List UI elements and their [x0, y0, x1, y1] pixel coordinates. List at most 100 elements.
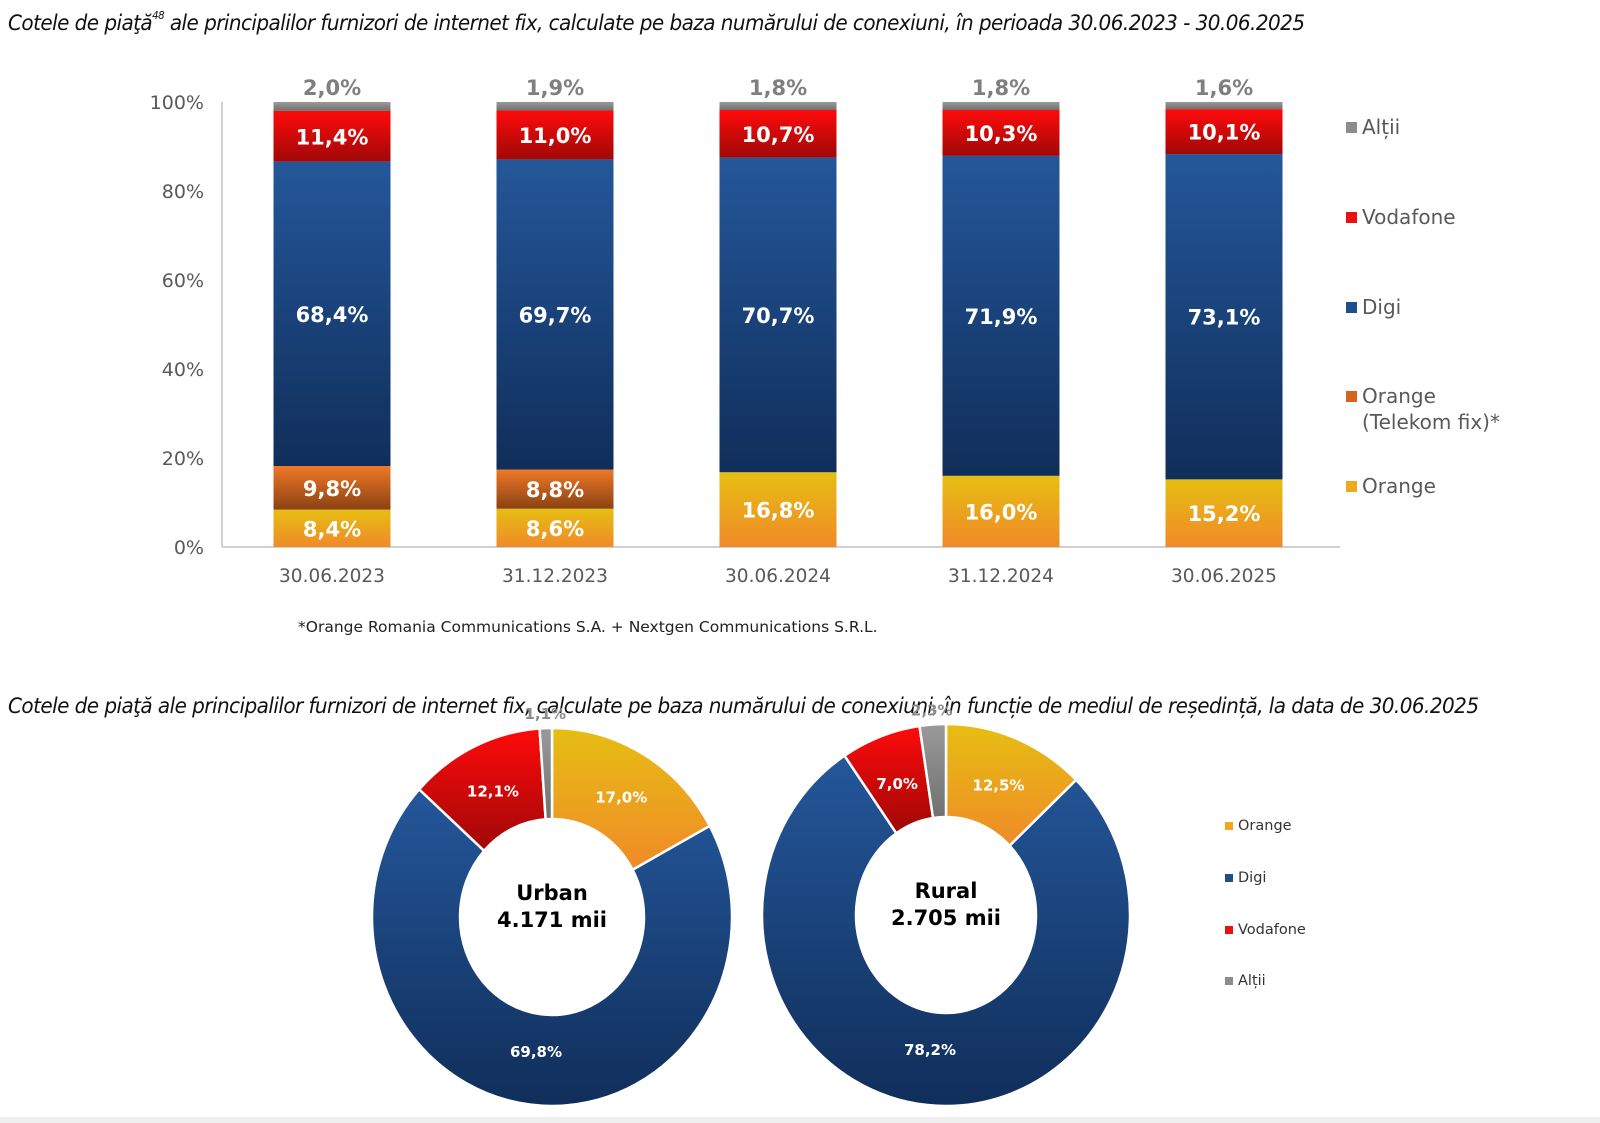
legend-label: Orange (Telekom fix)*	[1362, 384, 1500, 434]
bar-segment-digi	[942, 155, 1060, 476]
y-tick-label: 60%	[162, 270, 204, 292]
data-label-orange: 16,0%	[965, 500, 1038, 524]
data-label-digi: 70,7%	[742, 304, 815, 328]
data-label-vodafone: 10,3%	[965, 122, 1038, 146]
bar-segment-altii	[273, 102, 391, 111]
legend-item-vodafone: Vodafone	[1346, 204, 1456, 230]
donut-charts: 17,0% 69,8% 12,1% 1,1% Urban 4.171 mii 12,5% 78…	[370, 702, 1132, 1108]
legend-swatch	[1346, 122, 1357, 133]
donut-label-orange: 12,5%	[972, 776, 1024, 794]
donut-slice-digi	[760, 753, 1132, 1108]
y-tick-label: 100%	[150, 92, 204, 114]
x-tick-label: 30.06.2024	[725, 566, 831, 587]
legend-label: Vodafone	[1362, 205, 1456, 229]
y-tick-label: 20%	[162, 448, 204, 470]
legend-swatch	[1346, 481, 1357, 492]
legend-swatch	[1225, 926, 1233, 934]
legend-swatch	[1346, 302, 1357, 313]
data-label-vodafone: 11,0%	[519, 124, 592, 148]
legend-label: Digi	[1362, 295, 1402, 319]
donut-center-label: Rural	[915, 879, 978, 903]
donut-urban: 17,0% 69,8% 12,1% 1,1% Urban 4.171 mii	[370, 705, 734, 1108]
data-label-vodafone: 10,7%	[742, 123, 815, 147]
donut-center-value: 4.171 mii	[497, 908, 607, 932]
donut-label-altii: 2,3%	[911, 702, 953, 720]
donut-label-digi: 78,2%	[904, 1041, 956, 1059]
legend-item-digi: Digi	[1346, 294, 1401, 320]
bar-segment-digi	[496, 159, 614, 470]
legend-item-altii: Alții	[1346, 114, 1400, 140]
donut-slice-orange	[550, 726, 712, 872]
legend-swatch	[1225, 977, 1233, 985]
y-tick-label: 40%	[162, 359, 204, 381]
data-label-telekom: 9,8%	[303, 477, 361, 501]
legend-item-altii: Alții	[1225, 971, 1266, 991]
data-label-altii: 1,9%	[526, 76, 584, 100]
bar-chart-title: Cotele de piaţă48 ale principalilor furn…	[8, 9, 1305, 36]
bar-segment-orange	[273, 509, 391, 547]
bar-segment-vodafone	[1165, 109, 1283, 155]
data-label-vodafone: 11,4%	[296, 125, 369, 149]
legend-label: Digi	[1238, 870, 1267, 886]
data-label-digi: 71,9%	[965, 305, 1038, 329]
donut-label-vodafone: 7,0%	[876, 775, 918, 793]
legend-label: Alții	[1362, 115, 1401, 139]
legend-item-digi: Digi	[1225, 868, 1266, 888]
data-label-telekom: 8,8%	[526, 478, 584, 502]
donut-slice-altii	[538, 726, 554, 821]
legend-swatch	[1225, 874, 1233, 882]
legend-item-orange: Orange	[1225, 816, 1292, 836]
donut-center-label: Urban	[516, 881, 588, 905]
data-label-digi: 68,4%	[296, 303, 369, 327]
bar-segment-altii	[496, 102, 614, 111]
bar-segment-orange	[496, 508, 614, 547]
y-tick-label: 0%	[174, 537, 204, 559]
donut-rural: 12,5% 78,2% 7,0% 2,3% Rural 2.705 mii	[760, 702, 1132, 1108]
bar-segment-vodafone	[496, 110, 614, 160]
legend-label: Orange	[1238, 818, 1292, 834]
data-label-digi: 69,7%	[519, 303, 592, 327]
bar-segment-orange	[719, 472, 837, 547]
data-label-altii: 2,0%	[303, 76, 361, 100]
donut-slice-digi	[370, 787, 734, 1108]
data-label-altii: 1,6%	[1195, 76, 1253, 100]
bar-segment-altii	[719, 102, 837, 111]
legend-swatch	[1346, 212, 1357, 223]
data-label-orange: 8,4%	[303, 517, 361, 541]
donut-label-orange: 17,0%	[595, 788, 647, 806]
bar-segment-digi	[273, 161, 391, 467]
legend-item-vodafone: Vodafone	[1225, 920, 1306, 940]
x-tick-label: 30.06.2025	[1171, 566, 1277, 587]
title-text-rest: ale principalilor furnizori de internet …	[164, 11, 1305, 36]
x-tick-label: 31.12.2023	[502, 566, 608, 587]
data-label-altii: 1,8%	[972, 76, 1030, 100]
donut-chart-title: Cotele de piaţă ale principalilor furniz…	[8, 694, 1479, 719]
bar-segment-vodafone	[942, 110, 1060, 156]
bar-segment-telekom	[496, 469, 614, 509]
bar-segment-digi	[719, 157, 837, 473]
bar-segment-digi	[1165, 154, 1283, 480]
legend-swatch	[1346, 391, 1357, 402]
legend-swatch	[1225, 822, 1233, 830]
bar-segment-orange	[1165, 479, 1283, 547]
legend-item-telekom: Orange (Telekom fix)*	[1346, 383, 1500, 435]
bottom-strip	[0, 1117, 1600, 1123]
legend-label: Vodafone	[1238, 922, 1306, 938]
title-text: Cotele de piaţă	[8, 11, 153, 36]
donut-label-vodafone: 12,1%	[467, 783, 519, 801]
x-tick-label: 31.12.2024	[948, 566, 1054, 587]
bar-segment-altii	[1165, 102, 1283, 110]
stacked-bar-chart: 0% 20% 40% 60% 80% 100% 8,4% 9,8% 68,4% 11,4% 2,0%…	[150, 76, 1340, 587]
bar-segment-vodafone	[273, 110, 391, 162]
donut-center-value: 2.705 mii	[891, 906, 1001, 930]
legend-label: Alții	[1238, 973, 1266, 989]
legend-label: Orange	[1362, 474, 1436, 498]
bar-segment-altii	[942, 102, 1060, 111]
bar-segment-telekom	[273, 466, 391, 510]
y-tick-label: 80%	[162, 181, 204, 203]
footnote-reference: 48	[152, 9, 165, 22]
data-label-orange: 8,6%	[526, 517, 584, 541]
bar-segment-orange	[942, 475, 1060, 547]
donut-slice-altii	[918, 722, 948, 820]
